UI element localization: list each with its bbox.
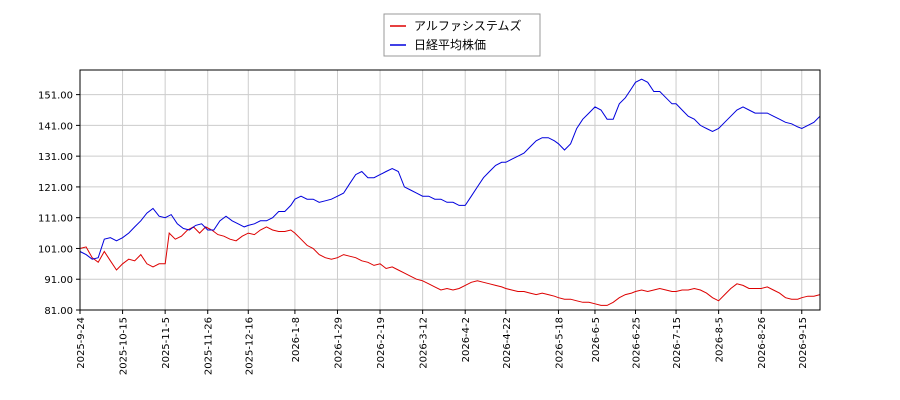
x-tick-label: 2025-11-26: [204, 317, 215, 375]
x-tick-label: 2026-4-2: [461, 317, 472, 362]
x-tick-label: 2025-9-24: [76, 317, 87, 369]
y-tick-label: 151.00: [38, 91, 73, 102]
series-line-nikkei: [79, 78, 821, 260]
x-tick-label: 2025-10-15: [119, 317, 130, 375]
legend: アルファシステムズ 日経平均株価: [383, 13, 541, 57]
x-tick-label: 2026-8-26: [757, 317, 768, 369]
grid-lines: [79, 70, 820, 311]
y-tick-label: 121.00: [38, 183, 73, 194]
y-tick-label: 131.00: [38, 152, 73, 163]
legend-label-nikkei: 日経平均株価: [414, 37, 486, 52]
plot-frame: [79, 69, 821, 311]
y-axis: 81.00 91.00 101.00 111.00 121.00 131.00 141.00…: [38, 91, 80, 317]
x-tick-label: 2026-7-15: [672, 317, 683, 369]
x-axis: 2025-9-24 2025-10-15 2025-11-5 2025-11-26 20…: [76, 310, 809, 375]
y-tick-label: 111.00: [38, 214, 73, 225]
x-tick-label: 2026-8-5: [715, 317, 726, 362]
x-tick-label: 2026-1-29: [333, 317, 344, 369]
legend-label-alpha-systems: アルファシステムズ: [414, 18, 522, 33]
x-tick-label: 2026-1-8: [291, 317, 302, 362]
series-line-alpha-systems: [79, 226, 821, 306]
x-tick-label: 2026-5-18: [554, 317, 565, 369]
y-tick-label: 81.00: [44, 306, 73, 317]
y-tick-label: 91.00: [44, 275, 73, 286]
y-tick-label: 141.00: [38, 121, 73, 132]
x-tick-label: 2025-12-16: [244, 317, 255, 375]
x-tick-label: 2025-11-5: [161, 317, 172, 369]
x-tick-label: 2026-6-5: [591, 317, 602, 362]
x-tick-label: 2026-6-25: [632, 317, 643, 369]
series-layer: [79, 78, 821, 306]
x-tick-label: 2026-9-15: [798, 317, 809, 369]
x-tick-label: 2026-2-19: [376, 317, 387, 369]
x-tick-label: 2026-4-22: [502, 317, 513, 369]
legend-box: [383, 13, 541, 57]
x-tick-label: 2026-3-12: [419, 317, 430, 369]
y-tick-label: 101.00: [38, 244, 73, 255]
